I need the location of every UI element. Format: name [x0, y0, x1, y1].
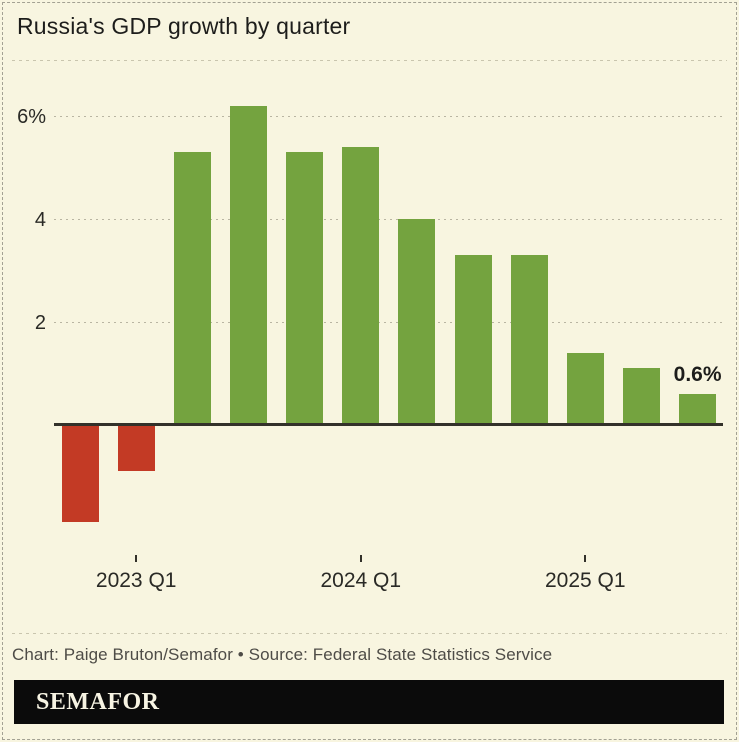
gdp-bar-2024-Q3: [454, 254, 492, 425]
bar-value-annotation: 0.6%: [673, 362, 722, 386]
footer-divider: [12, 633, 727, 634]
gridline-4: [54, 218, 723, 220]
gdp-bar-2024-Q1: [342, 146, 380, 425]
x-axis-tick-mark: [135, 555, 138, 562]
y-axis-tick-label: 6%: [17, 106, 46, 129]
gdp-bar-2023-Q2: [173, 152, 211, 425]
x-axis-tick-mark: [584, 555, 587, 562]
y-axis-tick-label: 2: [34, 311, 46, 334]
x-axis-tick-label: 2025 Q1: [545, 569, 626, 592]
gridline-2: [54, 321, 723, 323]
semafor-logo-bar: SEMAFOR: [14, 680, 724, 724]
gridline-6: [54, 116, 723, 118]
chart-credit: Chart: Paige Bruton/Semafor • Source: Fe…: [12, 645, 553, 664]
x-axis-zero-line: [54, 423, 723, 426]
gdp-bar-2023-Q4: [286, 152, 324, 425]
gdp-bar-2024-Q4: [510, 254, 548, 425]
x-axis-tick-label: 2023 Q1: [95, 569, 177, 592]
chart-title: Russia's GDP growth by quarter: [17, 13, 351, 39]
gdp-bar-2023-Q3: [229, 105, 267, 425]
gdp-bar-2023-Q1: [117, 424, 155, 471]
x-axis-tick-mark: [359, 555, 362, 562]
gdp-bar-2025-Q3: [679, 393, 717, 425]
x-axis-tick-label: 2024 Q1: [320, 569, 402, 592]
title-divider: [12, 60, 727, 61]
y-axis-tick-label: 4: [34, 208, 46, 231]
semafor-wordmark: SEMAFOR: [36, 688, 160, 715]
gdp-bar-2022-Q4: [61, 424, 99, 523]
gdp-bar-2025-Q2: [623, 368, 660, 425]
gdp-bar-2025-Q1: [566, 352, 604, 425]
gdp-bar-2024-Q2: [398, 218, 436, 425]
